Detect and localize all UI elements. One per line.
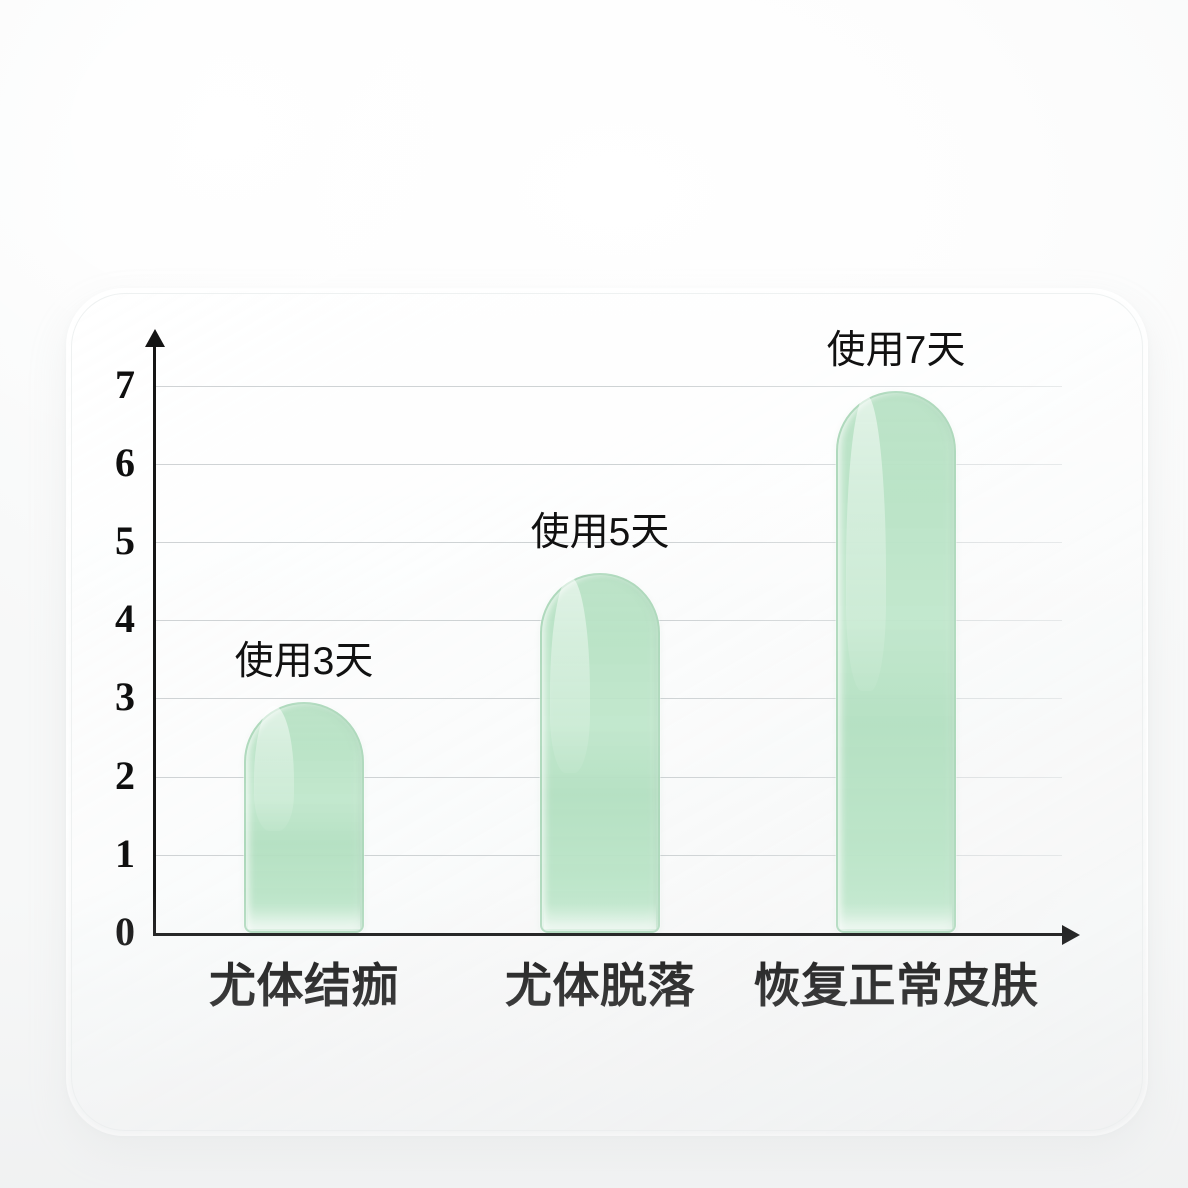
glass-card-panel [66, 288, 1148, 1136]
card-rim [71, 293, 1143, 1131]
card-sheen [67, 289, 1147, 670]
